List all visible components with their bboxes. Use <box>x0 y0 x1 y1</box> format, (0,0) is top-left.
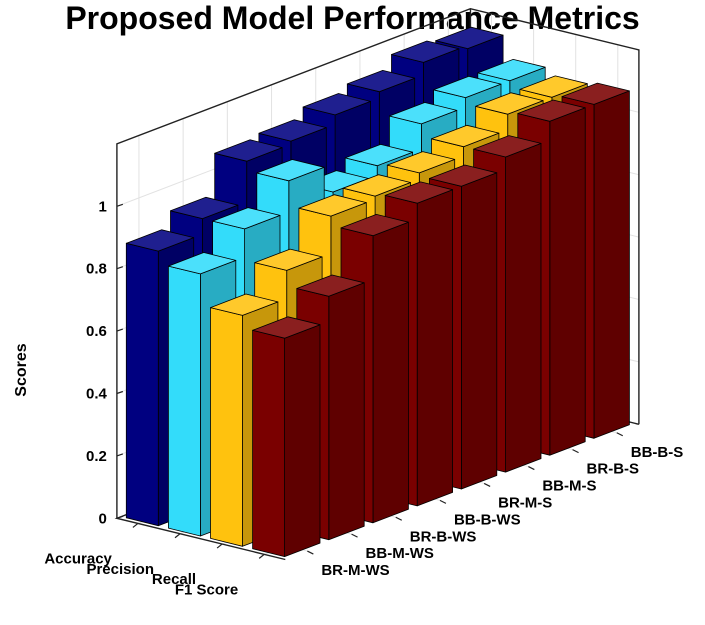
bar-f1-score-br-m-ws <box>252 316 321 557</box>
category-label: BR-B-S <box>587 461 640 478</box>
category-label: BB-M-WS <box>366 545 434 562</box>
z-tick-labels: 0 0.2 0.4 0.6 0.8 1 <box>86 198 108 527</box>
chart-title: Proposed Model Performance Metrics <box>65 0 640 36</box>
category-labels: BR-M-WSBB-M-WSBR-B-WSBB-B-WSBR-M-SBB-M-S… <box>321 444 683 579</box>
category-label: BB-B-WS <box>454 511 521 528</box>
category-label: BR-M-S <box>498 494 552 511</box>
z-tick-label: 0 <box>99 510 107 527</box>
z-tick-label: 0.2 <box>86 448 107 465</box>
series-label: Accuracy <box>44 550 112 567</box>
series-label: Precision <box>86 561 154 578</box>
z-axis-label: Scores <box>13 343 30 396</box>
category-label: BB-B-S <box>631 444 684 461</box>
category-label: BR-B-WS <box>410 528 477 545</box>
z-tick-label: 0.6 <box>86 323 107 340</box>
bars <box>125 26 630 557</box>
series-label: Recall <box>152 571 196 588</box>
z-tick-label: 0.4 <box>86 386 108 403</box>
z-tick-label: 0.8 <box>86 261 107 278</box>
category-label: BB-M-S <box>542 478 596 495</box>
category-label: BR-M-WS <box>321 562 389 579</box>
z-tick-label: 1 <box>99 198 107 215</box>
series-label: F1 Score <box>175 581 238 598</box>
